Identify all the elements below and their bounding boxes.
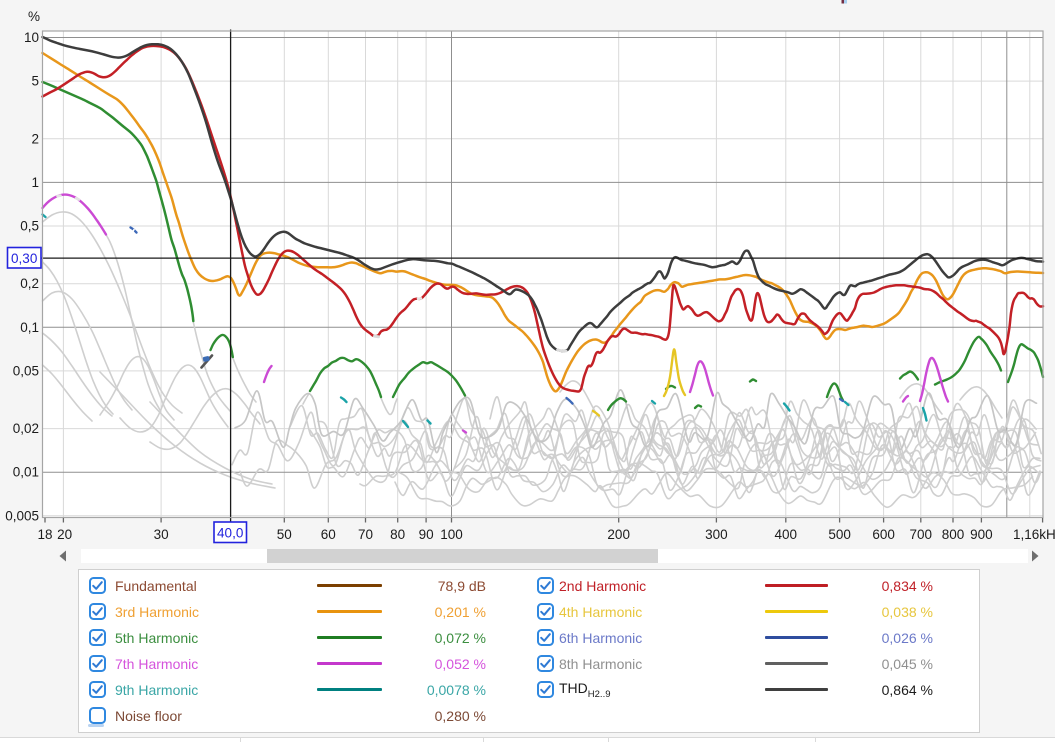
svg-text:200: 200 bbox=[607, 527, 630, 542]
svg-text:700: 700 bbox=[910, 527, 933, 542]
svg-text:30: 30 bbox=[154, 527, 169, 542]
svg-text:0,30: 0,30 bbox=[11, 251, 37, 266]
svg-text:0,1: 0,1 bbox=[20, 320, 39, 335]
svg-text:0,5: 0,5 bbox=[20, 219, 39, 234]
svg-text:300: 300 bbox=[705, 527, 728, 542]
svg-text:20: 20 bbox=[57, 527, 72, 542]
svg-text:70: 70 bbox=[358, 527, 373, 542]
svg-text:10: 10 bbox=[24, 30, 39, 45]
svg-text:400: 400 bbox=[775, 527, 798, 542]
svg-text:90: 90 bbox=[419, 527, 434, 542]
svg-text:600: 600 bbox=[872, 527, 895, 542]
svg-text:60: 60 bbox=[321, 527, 336, 542]
svg-text:0,02: 0,02 bbox=[13, 421, 39, 436]
svg-text:0,05: 0,05 bbox=[13, 363, 39, 378]
svg-text:500: 500 bbox=[828, 527, 851, 542]
svg-text:2: 2 bbox=[31, 131, 39, 146]
svg-text:5: 5 bbox=[31, 74, 39, 89]
svg-text:1: 1 bbox=[31, 175, 39, 190]
svg-text:800: 800 bbox=[942, 527, 965, 542]
svg-text:0,01: 0,01 bbox=[13, 465, 39, 480]
svg-text:900: 900 bbox=[970, 527, 993, 542]
svg-text:80: 80 bbox=[390, 527, 405, 542]
svg-text:18: 18 bbox=[37, 527, 52, 542]
svg-text:40,0: 40,0 bbox=[217, 526, 243, 541]
svg-text:0,2: 0,2 bbox=[20, 276, 39, 291]
svg-text:1,16kHz: 1,16kHz bbox=[1013, 527, 1055, 542]
svg-text:100: 100 bbox=[440, 527, 463, 542]
svg-text:%: % bbox=[28, 9, 40, 24]
svg-text:0,005: 0,005 bbox=[5, 508, 39, 523]
svg-text:50: 50 bbox=[277, 527, 292, 542]
